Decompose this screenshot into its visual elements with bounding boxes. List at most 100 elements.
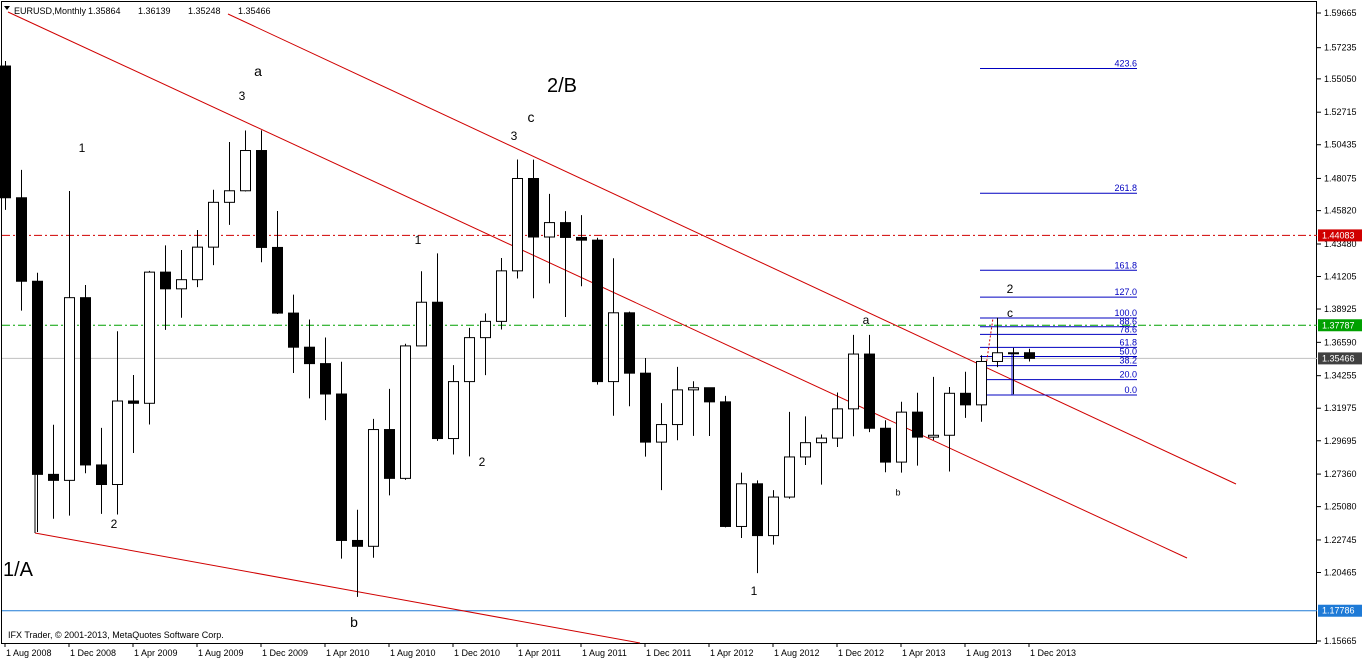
y-tick-label: 1.48075: [1324, 173, 1357, 183]
y-tick-label: 1.57235: [1324, 43, 1357, 53]
candle-body: [336, 393, 347, 541]
candle-body: [320, 363, 331, 395]
plot-frame: [1, 1, 1317, 644]
candle-body: [176, 279, 187, 290]
x-tick-label: 1 Dec 2013: [1030, 648, 1076, 658]
candle-body: [912, 411, 923, 438]
y-tick-label: 1.45820: [1324, 206, 1357, 216]
candle-body: [208, 201, 219, 248]
candle-body: [384, 429, 395, 479]
candle-body: [672, 389, 683, 426]
y-tick-label: 1.25080: [1324, 502, 1357, 512]
candle-body: [992, 352, 1003, 362]
y-tick-label: 1.38925: [1324, 304, 1357, 314]
candle-body: [112, 400, 123, 486]
x-tick-label: 1 Dec 2009: [262, 648, 308, 658]
x-tick-label: 1 Aug 2012: [774, 648, 820, 658]
fib-label: 20.0: [1119, 370, 1137, 380]
fib-label: 261.8: [1114, 183, 1137, 193]
x-tick-label: 1 Apr 2013: [902, 648, 946, 658]
candle-body: [800, 442, 811, 458]
candle-body: [816, 437, 827, 444]
candle-body: [944, 392, 955, 436]
candle-body: [832, 408, 843, 439]
candle-body: [688, 387, 699, 391]
level-label: 1.37787: [1322, 320, 1355, 330]
y-tick-label: 1.43480: [1324, 239, 1357, 249]
wave-label: c: [528, 109, 535, 125]
y-tick-label: 1.15665: [1324, 636, 1357, 646]
x-tick-label: 1 Apr 2009: [134, 648, 178, 658]
header-price: 1.35466: [238, 6, 271, 16]
fib-label: 50.0: [1119, 346, 1137, 356]
fib-label: 100.0: [1114, 308, 1137, 318]
x-tick-label: 1 Apr 2010: [326, 648, 370, 658]
header-price: 1.35248: [188, 6, 221, 16]
y-tick-label: 1.20465: [1324, 567, 1357, 577]
candle-body: [784, 456, 795, 498]
fib-label: 61.8: [1119, 337, 1137, 347]
candle-body: [128, 400, 139, 404]
wave-label: 1/A: [3, 559, 34, 581]
y-tick-label: 1.36590: [1324, 337, 1357, 347]
fib-label: 161.8: [1114, 260, 1137, 270]
candle-body: [704, 387, 715, 403]
menu-arrow: [4, 6, 10, 10]
x-tick-label: 1 Aug 2008: [6, 648, 52, 658]
candle-body: [928, 434, 939, 438]
candle-body: [864, 353, 875, 429]
wave-label: 3: [511, 129, 518, 143]
candle-body: [576, 236, 587, 241]
x-tick-label: 1 Dec 2010: [454, 648, 500, 658]
wave-label: a: [254, 63, 262, 79]
candle-body: [608, 312, 619, 383]
candle-body: [224, 190, 235, 203]
candle-body: [528, 177, 539, 238]
candle-body: [592, 239, 603, 383]
candle-body: [752, 483, 763, 537]
fib-label: 78.6: [1119, 324, 1137, 334]
candle-body: [192, 246, 203, 281]
candle-body: [0, 65, 11, 199]
wave-label: b: [895, 488, 900, 498]
candle-body: [32, 280, 43, 475]
candle-body: [304, 346, 315, 365]
candle-body: [880, 427, 891, 463]
candle-body: [160, 271, 171, 290]
candle-body: [80, 297, 91, 466]
fib-label: 127.0: [1114, 287, 1137, 297]
candle-body: [272, 246, 283, 314]
candle-body: [368, 429, 379, 547]
candle-body: [16, 197, 27, 282]
y-tick-label: 1.22745: [1324, 535, 1357, 545]
candle-body: [480, 320, 491, 339]
candle-body: [1008, 352, 1019, 355]
y-tick-label: 1.41205: [1324, 271, 1357, 281]
fib-label: 38.2: [1119, 356, 1137, 366]
candle-body: [896, 411, 907, 463]
wave-label: 2: [111, 517, 118, 531]
y-tick-label: 1.34255: [1324, 371, 1357, 381]
candle-body: [496, 270, 507, 322]
candle-body: [848, 353, 859, 410]
level-label-box: [1318, 229, 1362, 242]
candle-body: [96, 464, 107, 486]
level-label-box: [1318, 604, 1362, 617]
y-tick-label: 1.55050: [1324, 74, 1357, 84]
x-tick-label: 1 Dec 2012: [838, 648, 884, 658]
x-tick-label: 1 Dec 2011: [646, 648, 691, 658]
candle-body: [736, 483, 747, 527]
x-tick-label: 1 Aug 2009: [198, 648, 244, 658]
candle-body: [64, 297, 75, 481]
x-tick-label: 1 Aug 2010: [390, 648, 436, 658]
candle-body: [240, 150, 251, 192]
wave-label: 3: [239, 89, 246, 103]
y-tick-label: 1.50435: [1324, 140, 1357, 150]
y-tick-label: 1.29695: [1324, 436, 1357, 446]
trendline: [34, 532, 641, 644]
candle-body: [288, 312, 299, 348]
y-tick-label: 1.31975: [1324, 403, 1357, 413]
bid-label: 1.35466: [1322, 353, 1355, 363]
header-price: 1.36139: [138, 6, 171, 16]
